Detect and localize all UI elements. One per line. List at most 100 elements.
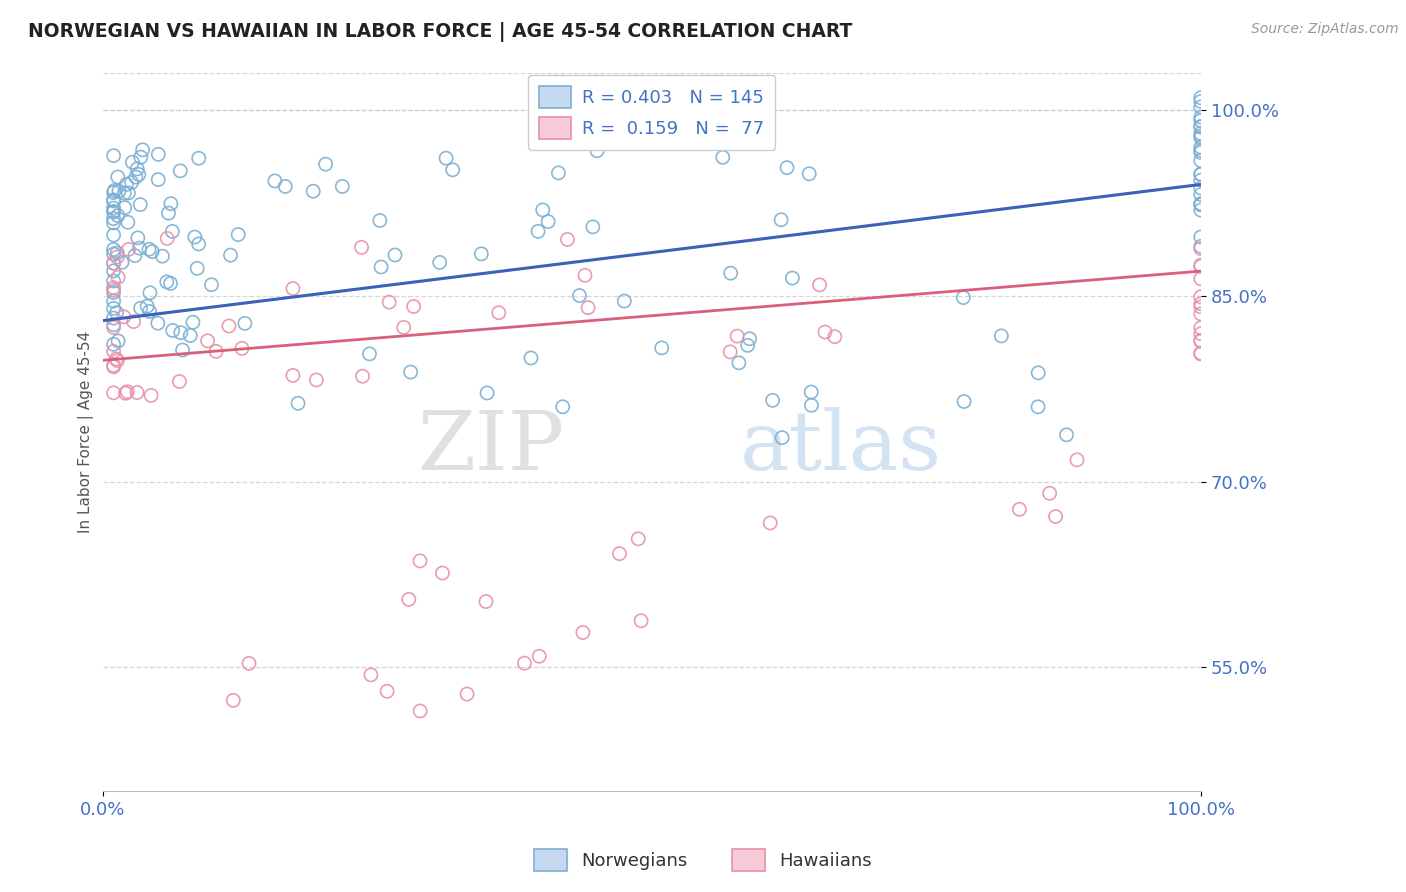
Point bbox=[1189, 239, 1212, 253]
Point bbox=[398, 592, 420, 607]
Point bbox=[728, 356, 751, 370]
Point bbox=[129, 150, 152, 164]
Point bbox=[146, 316, 169, 330]
Point bbox=[160, 196, 183, 211]
Point bbox=[711, 150, 734, 164]
Point bbox=[103, 211, 125, 226]
Text: NORWEGIAN VS HAWAIIAN IN LABOR FORCE | AGE 45-54 CORRELATION CHART: NORWEGIAN VS HAWAIIAN IN LABOR FORCE | A… bbox=[28, 22, 852, 42]
Point bbox=[1189, 187, 1212, 202]
Point bbox=[1189, 297, 1212, 311]
Point bbox=[360, 668, 382, 682]
Point bbox=[111, 255, 134, 269]
Point bbox=[1189, 242, 1212, 256]
Point bbox=[124, 249, 146, 263]
Point bbox=[103, 359, 125, 373]
Point bbox=[952, 291, 974, 305]
Point bbox=[218, 318, 240, 333]
Point bbox=[169, 375, 191, 389]
Point bbox=[1189, 307, 1212, 321]
Text: atlas: atlas bbox=[740, 407, 942, 486]
Point bbox=[630, 614, 652, 628]
Point bbox=[432, 566, 454, 580]
Point bbox=[103, 301, 125, 316]
Point bbox=[384, 248, 406, 262]
Point bbox=[121, 176, 143, 190]
Point bbox=[1189, 120, 1212, 134]
Point bbox=[718, 344, 741, 359]
Point bbox=[808, 277, 831, 292]
Point bbox=[1189, 110, 1212, 124]
Point bbox=[1189, 258, 1212, 272]
Point bbox=[399, 365, 422, 379]
Point bbox=[627, 532, 650, 546]
Point bbox=[181, 315, 204, 329]
Point bbox=[531, 202, 554, 217]
Point bbox=[287, 396, 309, 410]
Point bbox=[121, 155, 143, 169]
Point bbox=[1189, 145, 1212, 160]
Point bbox=[1189, 173, 1212, 187]
Point bbox=[1189, 100, 1212, 114]
Point bbox=[513, 656, 536, 670]
Point bbox=[799, 167, 821, 181]
Point bbox=[103, 184, 125, 198]
Point bbox=[197, 334, 219, 348]
Point bbox=[470, 247, 492, 261]
Point bbox=[1008, 502, 1031, 516]
Point bbox=[1026, 366, 1049, 380]
Point bbox=[112, 310, 135, 324]
Point bbox=[117, 243, 139, 257]
Point bbox=[613, 294, 636, 309]
Point bbox=[1189, 113, 1212, 128]
Point bbox=[129, 301, 152, 316]
Point bbox=[782, 271, 804, 285]
Point bbox=[105, 250, 128, 264]
Point bbox=[139, 388, 162, 402]
Point bbox=[103, 311, 125, 326]
Point bbox=[114, 386, 136, 401]
Point bbox=[103, 283, 125, 297]
Point bbox=[586, 144, 609, 158]
Point bbox=[129, 197, 152, 211]
Point bbox=[127, 231, 149, 245]
Point bbox=[187, 151, 209, 165]
Point bbox=[233, 317, 256, 331]
Point bbox=[330, 179, 353, 194]
Point bbox=[103, 247, 125, 261]
Point bbox=[156, 231, 179, 245]
Point bbox=[378, 295, 401, 310]
Point bbox=[125, 385, 148, 400]
Point bbox=[103, 293, 125, 308]
Point bbox=[103, 337, 125, 351]
Point bbox=[1189, 260, 1212, 274]
Point bbox=[162, 224, 184, 238]
Point bbox=[582, 219, 605, 234]
Point bbox=[529, 649, 551, 664]
Point bbox=[370, 260, 392, 274]
Point bbox=[103, 359, 125, 374]
Point bbox=[281, 368, 304, 383]
Point bbox=[1189, 197, 1212, 211]
Point bbox=[1189, 334, 1212, 349]
Point bbox=[441, 162, 464, 177]
Point bbox=[108, 184, 131, 198]
Point bbox=[157, 206, 180, 220]
Point bbox=[127, 161, 149, 176]
Point bbox=[375, 684, 398, 698]
Point bbox=[1189, 168, 1212, 182]
Point bbox=[824, 329, 846, 343]
Point bbox=[169, 164, 191, 178]
Point bbox=[138, 242, 160, 256]
Point bbox=[136, 299, 159, 313]
Point bbox=[263, 174, 285, 188]
Point bbox=[139, 285, 162, 300]
Point bbox=[103, 228, 125, 243]
Point bbox=[359, 347, 381, 361]
Point bbox=[776, 161, 799, 175]
Point bbox=[770, 431, 793, 445]
Point bbox=[800, 385, 823, 400]
Point bbox=[115, 384, 138, 399]
Point bbox=[1189, 181, 1212, 195]
Point bbox=[128, 168, 150, 182]
Point bbox=[1066, 453, 1088, 467]
